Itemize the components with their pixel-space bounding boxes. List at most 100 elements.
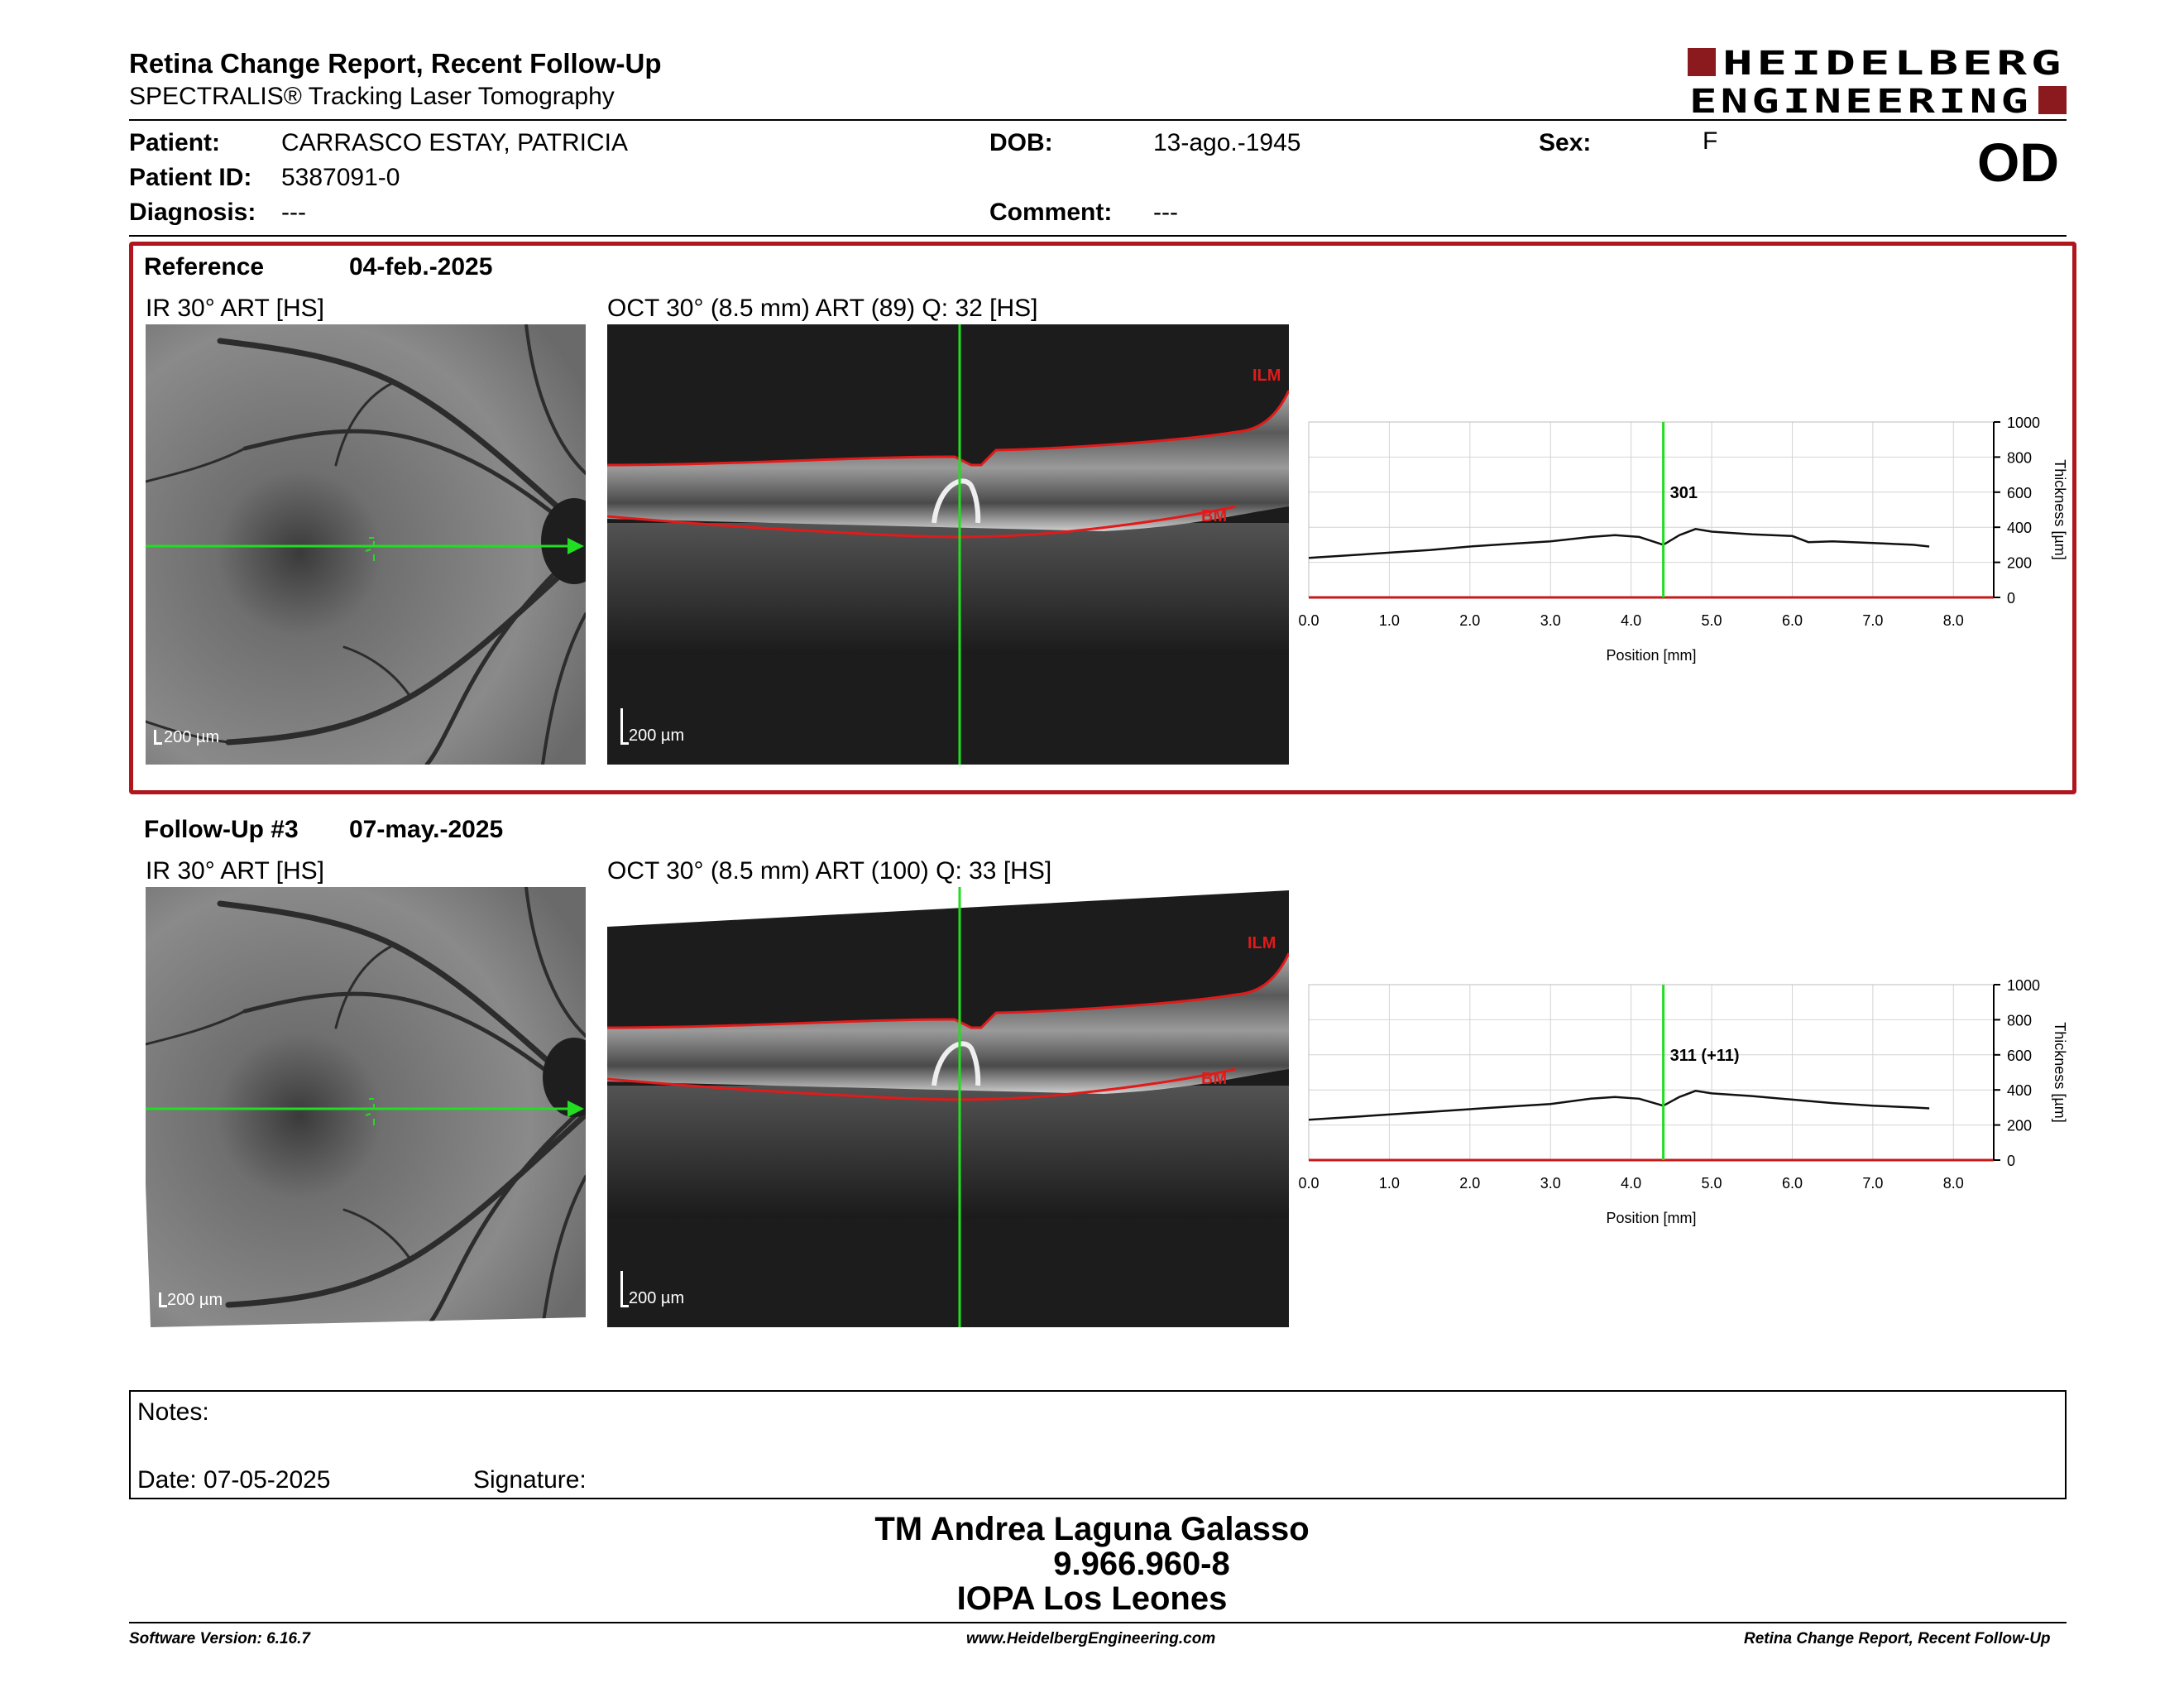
patient-label: Patient: — [129, 129, 221, 156]
logo-square-bottom — [2038, 86, 2067, 114]
reference-ir-title: IR 30° ART [HS] — [146, 295, 324, 322]
followup-ir-scale-label: 200 µm — [167, 1291, 223, 1309]
x-tick-label: 2.0 — [1459, 612, 1480, 629]
x-tick-label: 0.0 — [1299, 612, 1320, 629]
reference-oct-title: OCT 30° (8.5 mm) ART (89) Q: 32 [HS] — [607, 295, 1038, 322]
x-tick-label: 8.0 — [1943, 612, 1964, 629]
y-tick-label: 800 — [2007, 1012, 2032, 1029]
patient-id-label: Patient ID: — [129, 164, 252, 191]
y-tick-label: 600 — [2007, 485, 2032, 501]
comment-value: --- — [1153, 199, 1178, 226]
patient-id-value: 5387091-0 — [281, 164, 400, 191]
followup-oct-title: OCT 30° (8.5 mm) ART (100) Q: 33 [HS] — [607, 857, 1052, 885]
diagnosis-label: Diagnosis: — [129, 199, 256, 226]
reference-label: Reference — [144, 253, 265, 281]
signer-org: IOPA Los Leones — [956, 1580, 1228, 1617]
reference-ilm-label: ILM — [1252, 367, 1281, 385]
x-tick-label: 4.0 — [1621, 612, 1641, 629]
y-tick-label: 200 — [2007, 1118, 2032, 1134]
y-tick-label: 600 — [2007, 1048, 2032, 1064]
comment-label: Comment: — [989, 199, 1113, 226]
x-tick-label: 4.0 — [1621, 1175, 1641, 1192]
report-title: Retina Change Report, Recent Follow-Up — [129, 48, 662, 79]
logo-text-line1: HEIDELBERG — [1722, 46, 2065, 83]
signer-id: 9.966.960-8 — [1053, 1546, 1230, 1582]
y-tick-label: 1000 — [2007, 977, 2040, 994]
thickness-series-line — [1308, 528, 1930, 559]
followup-ir-image[interactable]: 200 µm — [146, 887, 586, 1327]
x-axis-label: Position [mm] — [1606, 1210, 1696, 1226]
followup-date: 07-may.-2025 — [349, 816, 504, 843]
heidelberg-logo: HEIDELBERG ENGINEERING — [1688, 45, 2067, 121]
reference-ir-scale-bar — [154, 730, 162, 745]
x-tick-label: 7.0 — [1862, 1175, 1883, 1192]
notes-date: Date: 07-05-2025 — [137, 1466, 331, 1494]
diagnosis-value: --- — [281, 199, 306, 226]
followup-label: Follow-Up #3 — [144, 816, 299, 843]
y-tick-label: 1000 — [2007, 415, 2040, 431]
y-tick-label: 0 — [2007, 590, 2015, 607]
reference-ir-image[interactable]: 200 µm — [146, 324, 586, 765]
x-tick-label: 8.0 — [1943, 1175, 1964, 1192]
plot-frame — [1308, 421, 1995, 598]
logo-graphic: HEIDELBERG ENGINEERING — [1688, 45, 2067, 121]
followup-oct-scale-label: 200 µm — [629, 1289, 685, 1307]
x-tick-label: 1.0 — [1379, 612, 1400, 629]
notes-label: Notes: — [137, 1398, 209, 1426]
followup-ilm-label: ILM — [1248, 934, 1276, 952]
marker-value-label: 301 — [1670, 484, 1698, 502]
followup-oct-image[interactable]: ILM BM 200 µm — [607, 887, 1289, 1327]
x-tick-label: 2.0 — [1459, 1175, 1480, 1192]
followup-oct-scale-bar — [620, 1271, 629, 1307]
reference-oct-image[interactable]: ILM BM 200 µm — [607, 324, 1289, 765]
marker-value-label: 311 (+11) — [1670, 1047, 1740, 1065]
plot-frame — [1308, 984, 1995, 1161]
signature-label: Signature: — [473, 1466, 587, 1494]
x-tick-label: 7.0 — [1862, 612, 1883, 629]
y-tick-label: 400 — [2007, 520, 2032, 536]
header-divider — [129, 119, 2067, 121]
followup-ir-scale-bar — [159, 1292, 167, 1307]
reference-oct-scale-bar — [620, 708, 629, 745]
followup-thickness-chart: 0 200 400 600 800 1000 0.0 1.0 2.0 3.0 4.0 5.0 6.0 7.… — [1299, 977, 2068, 1226]
reference-section-box — [129, 242, 2076, 794]
followup-ir-title: IR 30° ART [HS] — [146, 857, 324, 885]
eye-indicator: OD — [1977, 132, 2059, 193]
reference-date: 04-feb.-2025 — [349, 253, 493, 281]
reference-thickness-chart: 0 200 400 600 800 1000 0.0 1.0 2.0 3.0 4.0 5.0 6.0 7.… — [1299, 415, 2068, 664]
x-tick-label: 6.0 — [1782, 1175, 1803, 1192]
y-tick-label: 0 — [2007, 1153, 2015, 1169]
x-tick-label: 0.0 — [1299, 1175, 1320, 1192]
x-tick-label: 5.0 — [1702, 612, 1722, 629]
x-tick-label: 5.0 — [1702, 1175, 1722, 1192]
x-axis-label: Position [mm] — [1606, 647, 1696, 664]
notes-box[interactable]: Notes: Date: 07-05-2025 Signature: — [129, 1390, 2067, 1499]
footer-divider — [129, 1622, 2067, 1623]
footer-report-name: Retina Change Report, Recent Follow-Up — [1744, 1630, 2051, 1647]
dob-value: 13-ago.-1945 — [1153, 129, 1301, 156]
y-axis-label: Thickness [µm] — [2052, 1022, 2068, 1122]
reference-ir-scale-label: 200 µm — [164, 728, 220, 746]
x-tick-label: 1.0 — [1379, 1175, 1400, 1192]
dob-label: DOB: — [989, 129, 1053, 156]
x-tick-label: 6.0 — [1782, 612, 1803, 629]
thickness-series-line — [1308, 1090, 1930, 1121]
website-link[interactable]: www.HeidelbergEngineering.com — [966, 1630, 1216, 1647]
reference-bm-label: BM — [1201, 507, 1227, 525]
signer-name: TM Andrea Laguna Galasso — [874, 1511, 1310, 1547]
x-tick-label: 3.0 — [1540, 612, 1561, 629]
y-axis-label: Thickness [µm] — [2052, 459, 2068, 559]
sex-label: Sex: — [1539, 129, 1592, 156]
y-tick-label: 800 — [2007, 449, 2032, 466]
logo-square-top — [1688, 48, 1716, 76]
sex-value: F — [1703, 127, 1718, 155]
followup-bm-label: BM — [1201, 1070, 1227, 1088]
logo-text-line2: ENGINEERING — [1689, 83, 2032, 116]
y-tick-label: 400 — [2007, 1082, 2032, 1099]
y-tick-label: 200 — [2007, 555, 2032, 572]
report-subtitle: SPECTRALIS® Tracking Laser Tomography — [129, 83, 615, 110]
patient-name: CARRASCO ESTAY, PATRICIA — [281, 129, 628, 156]
x-tick-label: 3.0 — [1540, 1175, 1561, 1192]
software-version: Software Version: 6.16.7 — [129, 1630, 310, 1647]
patient-divider — [129, 235, 2067, 237]
